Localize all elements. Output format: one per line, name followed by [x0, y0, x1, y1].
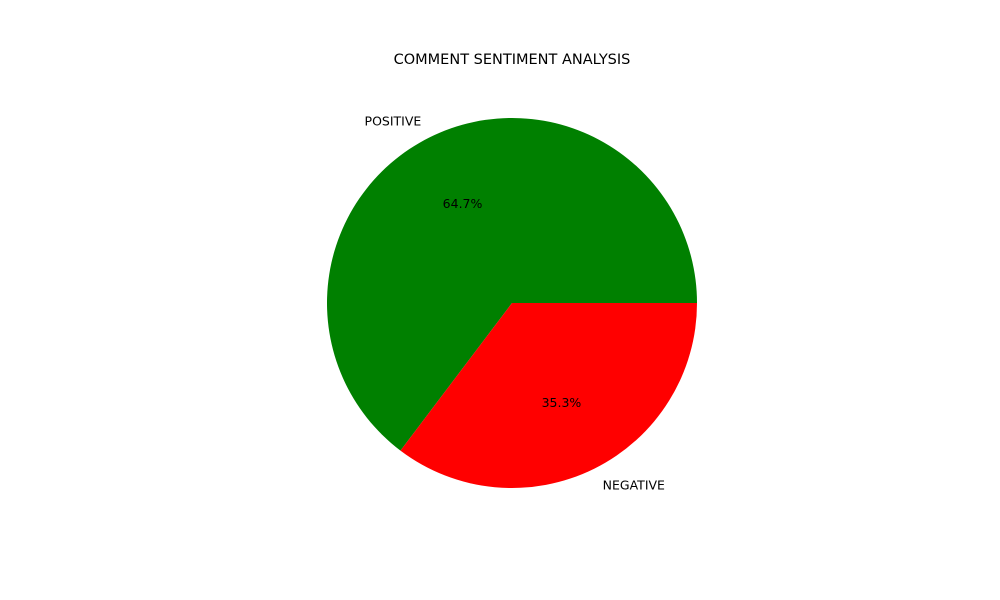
slice-label-positive: POSITIVE [365, 113, 422, 128]
slice-percent-negative: 35.3% [542, 395, 582, 410]
slice-percent-positive: 64.7% [443, 196, 483, 211]
pie-slice-negative [400, 303, 697, 488]
pie-labels: POSITIVE 64.7% NEGATIVE 35.3% [365, 113, 666, 492]
pie-slice-positive [327, 118, 697, 451]
slice-label-negative: NEGATIVE [603, 478, 665, 493]
chart-title: COMMENT SENTIMENT ANALYSIS [394, 52, 631, 68]
pie-slices [327, 118, 697, 488]
